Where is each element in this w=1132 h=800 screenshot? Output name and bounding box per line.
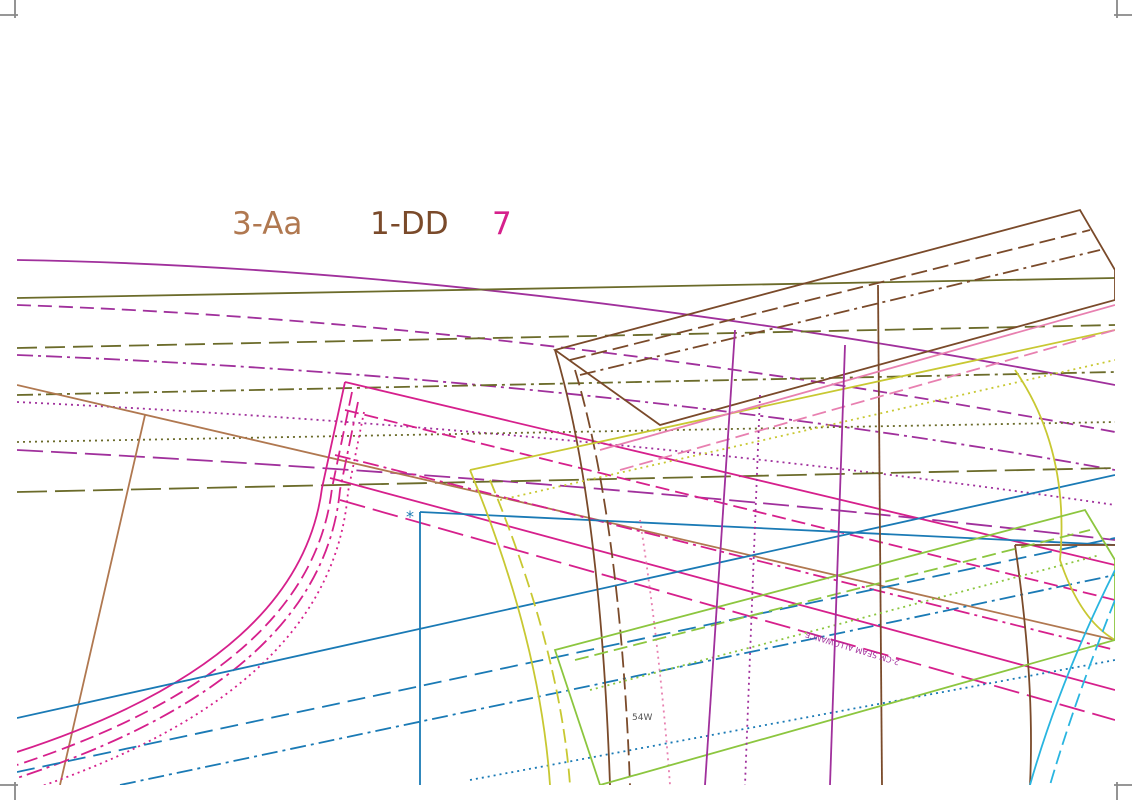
annotation: 54W <box>632 713 652 723</box>
annotation: 2-CM SEAM ALLOWANCE <box>804 629 900 666</box>
piece-label: 7 <box>492 206 512 242</box>
annotation: * <box>406 507 414 526</box>
piece-label: 3-Aa <box>232 206 302 242</box>
pattern-lines <box>17 208 1115 785</box>
piece-label: 1-DD <box>370 206 449 242</box>
